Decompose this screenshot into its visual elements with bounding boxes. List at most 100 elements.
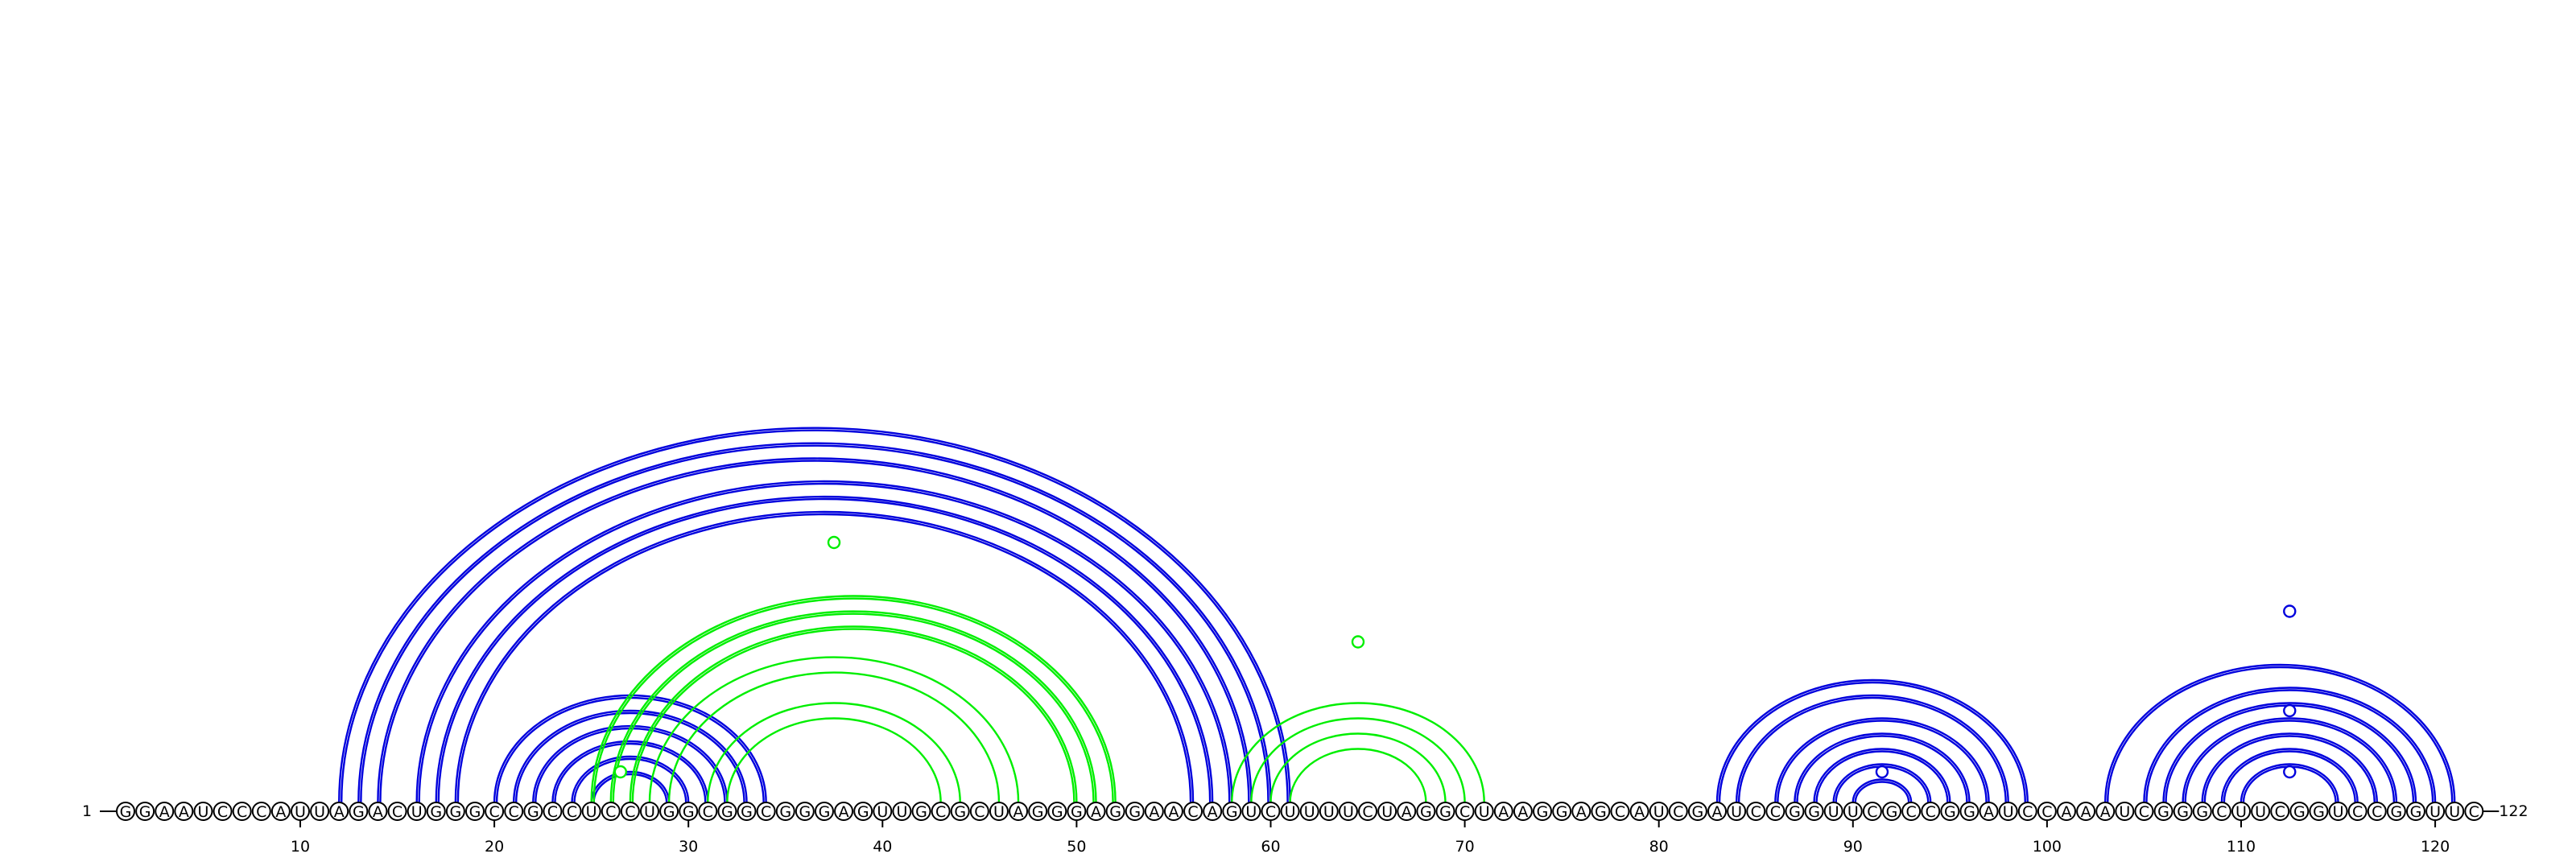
nucleotide-47: [1009, 802, 1029, 821]
nucleotide-letter-119: G: [2410, 803, 2422, 821]
nucleotide-105: [2134, 802, 2154, 821]
nucleotide-letter-30: G: [683, 803, 695, 821]
nucleotide-28: [639, 802, 659, 821]
nucleotide-116: [2347, 802, 2368, 821]
arc-109-116: [2220, 748, 2359, 803]
nucleotide-letter-106: G: [2157, 803, 2169, 821]
nucleotide-letter-29: G: [663, 803, 675, 821]
nucleotide-49: [1047, 802, 1067, 821]
nucleotide-80: [1649, 802, 1669, 821]
nucleotide-letter-10: U: [295, 803, 306, 821]
nucleotide-34: [756, 802, 776, 821]
nucleotide-letter-42: G: [915, 803, 927, 821]
nucleotide-76: [1571, 802, 1591, 821]
nucleotide-4: [174, 802, 194, 821]
nucleotide-86: [1765, 802, 1785, 821]
arc-86-97-inner: [1777, 720, 1988, 803]
nucleotide-letter-46: U: [993, 803, 1005, 821]
arc-25-52: [590, 595, 1117, 803]
nucleotide-2: [135, 802, 155, 821]
arc-90-93-inner: [1854, 781, 1910, 803]
nucleotide-letter-115: U: [2333, 803, 2344, 821]
nucleotide-letter-16: U: [411, 803, 423, 821]
arc-28-47: [648, 656, 1020, 803]
nucleotide-13: [349, 802, 369, 821]
nucleotide-letter-27: C: [625, 803, 635, 821]
nucleotide-35: [775, 802, 795, 821]
nucleotide-letter-100: C: [2041, 803, 2052, 821]
nucleotide-letter-12: A: [334, 803, 345, 821]
nucleotide-letter-8: C: [256, 803, 266, 821]
nucleotide-66: [1377, 802, 1397, 821]
nucleotide-letter-2: G: [139, 803, 151, 821]
tick-label-20: 20: [485, 838, 504, 856]
nucleotide-letter-67: A: [1402, 803, 1412, 821]
nucleotide-7: [232, 802, 252, 821]
nucleotide-81: [1668, 802, 1688, 821]
loop-marker-3: [613, 765, 628, 779]
arc-60-69: [1269, 732, 1447, 803]
nucleotide-11: [310, 802, 330, 821]
arc-88-95-inner: [1815, 750, 1949, 803]
nucleotide-letter-90: U: [1847, 803, 1859, 821]
nucleotide-99: [2017, 802, 2037, 821]
tick-label-80: 80: [1649, 838, 1669, 856]
nucleotide-77: [1591, 802, 1611, 821]
nucleotide-5: [193, 802, 213, 821]
nucleotide-23: [543, 802, 563, 821]
nucleotide-94: [1921, 802, 1941, 821]
nucleotide-letter-47: A: [1013, 803, 1024, 821]
arc-27-50: [629, 625, 1078, 803]
nucleotide-letter-82: G: [1692, 803, 1704, 821]
nucleotide-letter-88: G: [1808, 803, 1820, 821]
nucleotide-97: [1979, 802, 1999, 821]
tick-label-10: 10: [291, 838, 310, 856]
arc-25-52-inner: [592, 597, 1114, 803]
nucleotide-letter-98: U: [2003, 803, 2014, 821]
nucleotide-letter-80: U: [1653, 803, 1665, 821]
arc-109-116-inner: [2223, 750, 2356, 803]
nucleotide-55: [1163, 802, 1183, 821]
nucleotide-letter-96: G: [1963, 803, 1975, 821]
nucleotide-letter-70: C: [1459, 803, 1470, 821]
nucleotide-letter-73: A: [1517, 803, 1528, 821]
arc-107-118-inner: [2184, 720, 2396, 803]
nucleotide-letter-19: G: [469, 803, 481, 821]
nucleotide-letter-61: U: [1285, 803, 1296, 821]
nucleotide-67: [1397, 802, 1417, 821]
nucleotide-letter-81: C: [1673, 803, 1683, 821]
loop-marker-4: [1875, 765, 1889, 779]
nucleotide-letter-102: A: [2081, 803, 2091, 821]
nucleotide-letter-5: U: [197, 803, 208, 821]
nucleotide-letter-87: G: [1789, 803, 1801, 821]
nucleotide-letter-24: C: [567, 803, 577, 821]
nucleotide-119: [2405, 802, 2425, 821]
nucleotide-letter-55: A: [1168, 803, 1179, 821]
nucleotide-letter-107: G: [2177, 803, 2189, 821]
nucleotide-115: [2328, 802, 2348, 821]
nucleotide-1: [116, 802, 135, 821]
nucleotide-100: [2037, 802, 2057, 821]
nucleotide-letter-101: A: [2062, 803, 2072, 821]
loop-marker-1: [827, 535, 841, 550]
arc-13-60-inner: [360, 444, 1269, 803]
tick-label-100: 100: [2033, 838, 2062, 856]
nucleotide-letter-97: A: [1984, 803, 1994, 821]
nucleotide-letter-120: U: [2429, 803, 2441, 821]
nucleotide-letter-79: A: [1634, 803, 1645, 821]
arc-83-99: [1715, 678, 2029, 803]
nucleotide-93: [1901, 802, 1922, 821]
nucleotide-25: [581, 802, 601, 821]
nucleotide-68: [1416, 802, 1436, 821]
nucleotide-letter-95: G: [1944, 803, 1956, 821]
arc-23-31-inner: [554, 742, 707, 803]
arc-17-57-inner: [437, 497, 1212, 803]
nucleotide-52: [1105, 802, 1125, 821]
arc-23-31: [551, 740, 709, 803]
nucleotide-101: [2057, 802, 2076, 821]
arc-59-70: [1250, 717, 1466, 803]
tick-label-70: 70: [1455, 838, 1474, 856]
nucleotide-122: [2464, 802, 2484, 821]
nucleotide-letter-99: C: [2022, 803, 2033, 821]
